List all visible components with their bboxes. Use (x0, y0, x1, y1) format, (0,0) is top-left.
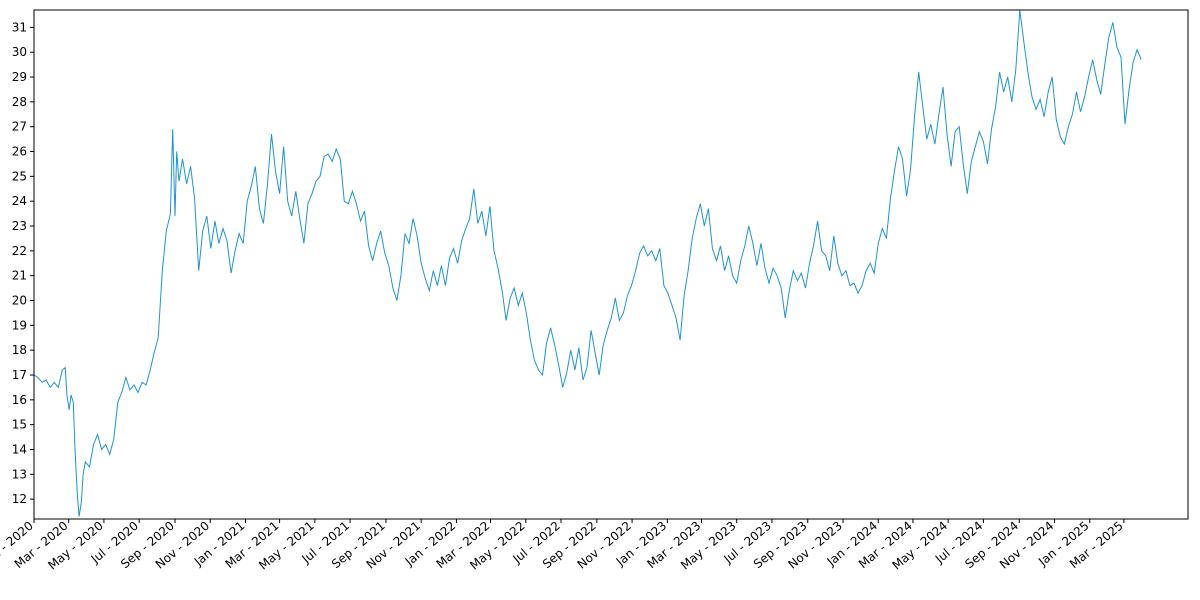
y-axis-ticks: 12 13 14 15 16 17 18 19 20 21 22 23 24 25 26 27 28 29 30 31 (12, 20, 34, 506)
y-tick-label: 17 (12, 368, 27, 382)
y-tick-label: 16 (12, 393, 27, 407)
y-tick-label: 29 (12, 70, 27, 84)
y-tick-label: 30 (12, 45, 27, 59)
y-tick-label: 23 (12, 219, 27, 233)
series-line-0 (33, 9, 1142, 517)
y-tick-label: 25 (12, 169, 27, 183)
y-tick-label: 21 (12, 269, 27, 283)
plot-area (33, 9, 1142, 517)
y-tick-label: 28 (12, 95, 27, 109)
y-tick-label: 26 (12, 145, 27, 159)
y-tick-label: 22 (12, 244, 27, 258)
y-tick-label: 12 (12, 492, 27, 506)
y-tick-label: 14 (12, 442, 27, 456)
y-tick-label: 20 (12, 294, 27, 308)
y-tick-label: 31 (12, 20, 27, 34)
y-tick-label: 18 (12, 343, 27, 357)
y-tick-label: 15 (12, 418, 27, 432)
y-tick-label: 19 (12, 318, 27, 332)
y-tick-label: 27 (12, 120, 27, 134)
y-tick-label: 24 (12, 194, 27, 208)
plot-frame (33, 9, 1189, 520)
y-tick-label: 13 (12, 467, 27, 481)
